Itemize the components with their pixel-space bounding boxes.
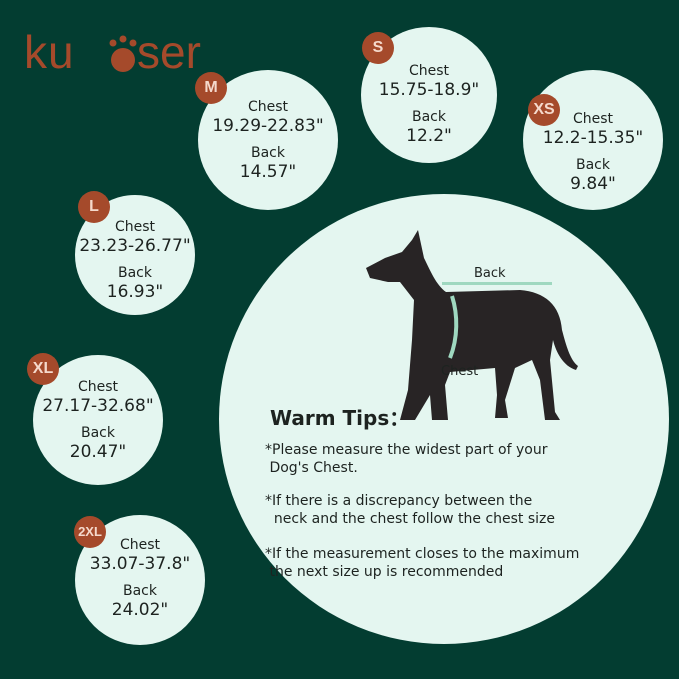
size-measurements: Chest 19.29-22.83" Back 14.57" — [198, 98, 338, 182]
chest-value: 33.07-37.8" — [89, 554, 191, 574]
tip-line: *If the measurement closes to the maximu… — [265, 546, 580, 562]
chest-label: Chest — [572, 111, 614, 127]
back-label: Back — [251, 145, 285, 161]
size-measurements: Chest 23.23-26.77" Back 16.93" — [75, 218, 195, 302]
tip-1: *Please measure the widest part of your … — [265, 441, 547, 477]
back-value: 9.84" — [570, 174, 616, 194]
tip-3: *If the measurement closes to the maximu… — [265, 545, 579, 581]
size-measurements: Chest 15.75-18.9" Back 12.2" — [361, 62, 497, 146]
size-badge-xl: XL — [27, 353, 59, 385]
size-measurements: Chest 27.17-32.68" Back 20.47" — [33, 378, 163, 462]
size-badge-s: S — [362, 32, 394, 64]
tip-line: *Please measure the widest part of your — [265, 442, 548, 458]
chest-value: 19.29-22.83" — [212, 116, 324, 136]
size-badge-xs: XS — [528, 94, 560, 126]
back-value: 14.57" — [239, 162, 297, 182]
back-value: 24.02" — [111, 600, 169, 620]
back-tape-icon — [442, 282, 552, 285]
chest-tape-icon — [448, 295, 459, 359]
chest-value: 15.75-18.9" — [378, 80, 480, 100]
chest-value: 12.2-15.35" — [542, 128, 644, 148]
size-badge-l: L — [78, 191, 110, 223]
tip-2: *If there is a discrepancy between the n… — [265, 492, 555, 528]
back-label: Back — [118, 265, 152, 281]
size-badge-m: M — [195, 72, 227, 104]
dog-silhouette-diagram: Back Chest — [366, 230, 578, 420]
size-circle-xl: Chest 27.17-32.68" Back 20.47" — [33, 355, 163, 485]
warm-tips-title: Warm Tips： — [270, 406, 410, 430]
back-label: Back — [123, 583, 157, 599]
back-label: Back — [412, 109, 446, 125]
chest-label: Chest — [114, 219, 156, 235]
svg-text:ser: ser — [137, 26, 201, 77]
size-circle-xs: Chest 12.2-15.35" Back 9.84" — [523, 70, 663, 210]
size-measurements: Chest 33.07-37.8" Back 24.02" — [75, 536, 205, 620]
chest-label: Chest — [408, 63, 450, 79]
svg-text:ku: ku — [24, 26, 75, 77]
chest-label: Chest — [119, 537, 161, 553]
tip-line: Dog's Chest. — [265, 460, 358, 476]
kuoser-logo: ku ser — [24, 26, 201, 77]
tip-line: *If there is a discrepancy between the — [265, 493, 533, 509]
back-label: Back — [474, 266, 506, 281]
chest-value: 27.17-32.68" — [42, 396, 154, 416]
back-value: 20.47" — [69, 442, 127, 462]
back-label: Back — [576, 157, 610, 173]
back-value: 12.2" — [406, 126, 452, 146]
size-badge-2xl: 2XL — [74, 516, 106, 548]
back-label: Back — [81, 425, 115, 441]
size-measurements: Chest 12.2-15.35" Back 9.84" — [523, 110, 663, 194]
back-value: 16.93" — [106, 282, 164, 302]
chest-label: Chest — [77, 379, 119, 395]
chest-label: Chest — [441, 364, 478, 379]
tip-line: the next size up is recommended — [265, 564, 504, 580]
chest-label: Chest — [247, 99, 289, 115]
chest-value: 23.23-26.77" — [79, 236, 191, 256]
tip-line: neck and the chest follow the chest size — [265, 511, 556, 527]
